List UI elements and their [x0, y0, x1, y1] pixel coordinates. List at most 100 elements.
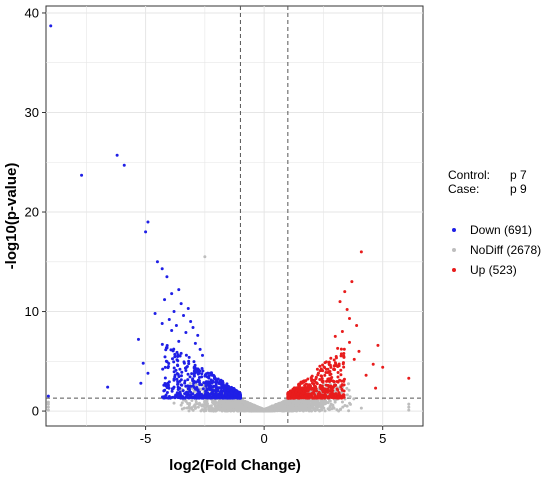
point-down — [174, 323, 178, 327]
point-up — [292, 395, 296, 399]
point-up — [330, 387, 334, 391]
point-up — [340, 387, 344, 391]
point-up — [306, 383, 310, 387]
point-nodiff — [221, 403, 225, 407]
point-up — [341, 362, 345, 366]
point-nodiff — [345, 404, 349, 408]
point-up — [300, 394, 304, 398]
point-up — [335, 380, 339, 384]
point-nodiff — [239, 409, 243, 413]
point-nodiff — [348, 395, 352, 399]
legend-label: Up (523) — [470, 263, 517, 277]
point-nodiff — [248, 402, 252, 406]
point-nodiff — [323, 399, 327, 403]
point-up — [324, 360, 328, 364]
point-nodiff — [242, 409, 246, 413]
point-down — [191, 325, 195, 329]
point-nodiff — [214, 409, 218, 413]
point-nodiff — [319, 405, 323, 409]
point-down — [225, 382, 229, 386]
point-nodiff — [259, 408, 263, 412]
point-down — [206, 393, 210, 397]
point-up — [316, 371, 320, 375]
point-down — [192, 360, 196, 364]
point-up — [376, 343, 380, 347]
point-nodiff — [327, 408, 331, 412]
point-down — [49, 24, 53, 28]
point-down — [192, 374, 196, 378]
point-up — [338, 300, 342, 304]
point-up — [328, 370, 332, 374]
point-up — [352, 357, 356, 361]
point-up — [334, 392, 338, 396]
legend-marker-nodiff — [452, 247, 456, 252]
point-down — [184, 368, 188, 372]
point-up — [359, 250, 363, 254]
plot-panel — [45, 5, 424, 427]
point-nodiff — [213, 404, 217, 408]
legend-info-value: p 7 — [510, 168, 527, 182]
point-up — [407, 376, 411, 380]
point-nodiff — [311, 406, 315, 410]
point-nodiff — [221, 405, 225, 409]
x-tick-label: 5 — [379, 431, 386, 446]
point-down — [183, 379, 187, 383]
point-down — [194, 387, 198, 391]
point-down — [194, 368, 198, 372]
point-nodiff — [323, 409, 327, 413]
point-down — [186, 307, 190, 311]
point-nodiff — [256, 409, 260, 413]
x-tick-label: -5 — [140, 431, 152, 446]
point-up — [337, 391, 341, 395]
point-down — [187, 393, 191, 397]
point-up — [330, 376, 334, 380]
point-down — [186, 378, 190, 382]
point-nodiff — [268, 406, 272, 410]
point-down — [165, 360, 169, 364]
point-nodiff — [199, 403, 203, 407]
point-nodiff — [217, 400, 221, 404]
point-nodiff — [205, 404, 209, 408]
point-down — [213, 376, 217, 380]
legend-info-key: Case: — [448, 182, 480, 196]
point-down — [170, 357, 174, 361]
point-down — [155, 260, 159, 264]
point-nodiff — [211, 407, 215, 411]
point-up — [355, 323, 359, 327]
point-nodiff — [194, 383, 198, 387]
point-down — [173, 352, 177, 356]
point-down — [224, 393, 228, 397]
threshold-lines — [46, 6, 423, 426]
point-up — [328, 363, 332, 367]
point-down — [161, 367, 165, 371]
point-down — [166, 383, 170, 387]
point-down — [160, 267, 164, 271]
point-nodiff — [308, 405, 312, 409]
point-down — [178, 367, 182, 371]
point-down — [224, 385, 228, 389]
point-nodiff — [196, 405, 200, 409]
point-up — [340, 329, 344, 333]
x-axis-title: log2(Fold Change) — [169, 457, 301, 474]
point-down — [163, 382, 167, 386]
point-nodiff — [332, 406, 336, 410]
point-down — [207, 374, 211, 378]
point-down — [179, 378, 183, 382]
point-up — [287, 396, 291, 400]
point-up — [339, 354, 343, 358]
point-down — [198, 369, 202, 373]
point-down — [197, 390, 201, 394]
point-up — [321, 379, 325, 383]
point-up — [342, 389, 346, 393]
point-up — [342, 352, 346, 356]
point-up — [339, 347, 343, 351]
point-nodiff — [271, 407, 275, 411]
point-down — [200, 353, 204, 357]
point-up — [342, 354, 346, 358]
point-up — [328, 373, 332, 377]
point-up — [342, 347, 346, 351]
point-down — [176, 382, 180, 386]
point-up — [312, 389, 316, 393]
point-nodiff — [347, 388, 351, 392]
